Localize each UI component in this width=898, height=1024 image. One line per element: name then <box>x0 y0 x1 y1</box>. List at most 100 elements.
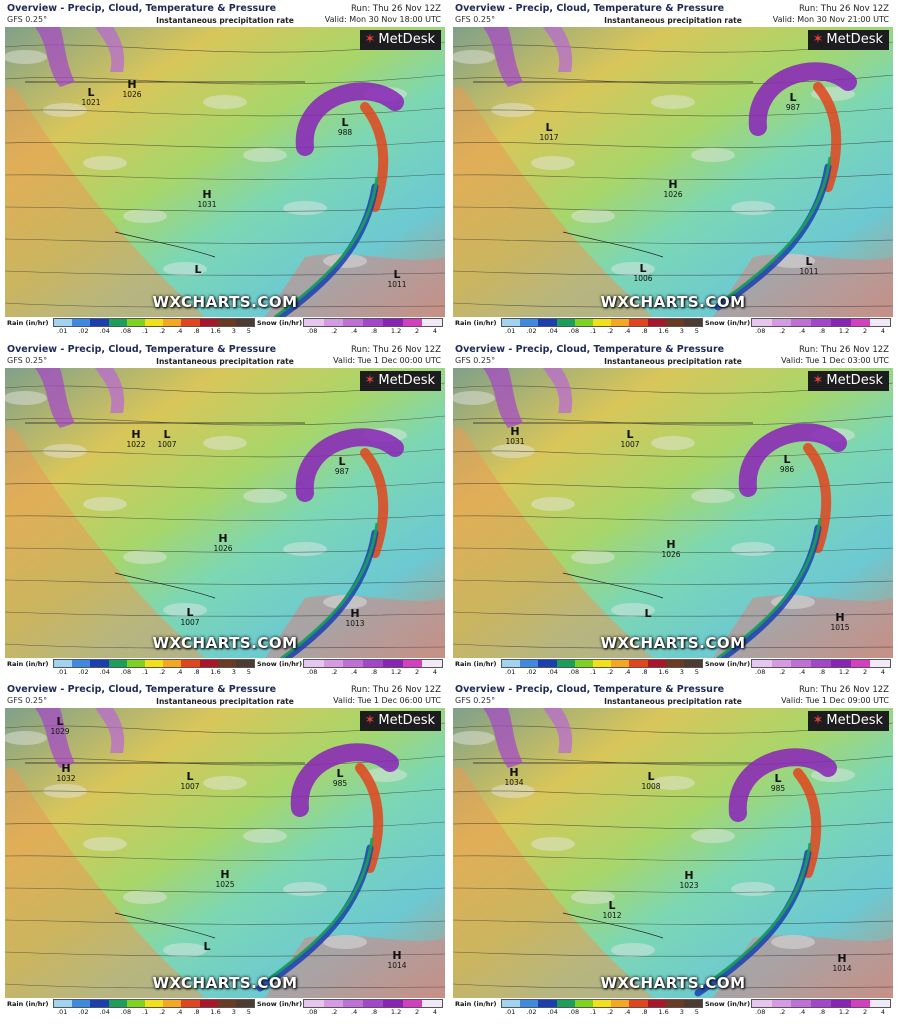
watermark: WXCHARTS.COM <box>152 974 298 992</box>
snow-tick: 1.2 <box>390 1008 402 1016</box>
rain-colorbar <box>501 659 703 668</box>
rain-swatch <box>538 1000 557 1007</box>
cloud-patch <box>731 542 775 556</box>
rain-swatch <box>574 660 593 667</box>
rain-tick: .08 <box>568 327 580 335</box>
logo-text: MetDesk <box>826 713 883 728</box>
high-pressure-label: H 1014 <box>385 950 409 970</box>
snow-tick: .2 <box>779 1008 786 1016</box>
rain-colorbar <box>53 659 255 668</box>
rain-tick: .02 <box>526 668 537 676</box>
cloud-patch <box>323 935 367 949</box>
valid-time: Valid: Tue 1 Dec 00:00 UTC <box>333 356 441 365</box>
snow-tick: 4 <box>880 327 885 335</box>
ocean-area <box>713 595 893 658</box>
snow-area <box>35 708 75 768</box>
rain-tick: .04 <box>547 327 558 335</box>
pressure-value: 1026 <box>122 90 142 99</box>
cloud-patch <box>611 262 655 276</box>
isobar <box>453 579 893 585</box>
legend: Rain (in/hr) .01 .02 .04 .08 .1 .2 .4 .8 1.6 3 5 Sno… <box>5 658 445 676</box>
rain-tick: .1 <box>590 668 597 676</box>
snow-swatch <box>402 319 423 326</box>
snow-band <box>748 62 857 136</box>
snow-band <box>728 748 837 822</box>
legend: Rain (in/hr) .01 .02 .04 .08 .1 .2 .4 .8 1.6 3 5 Sno… <box>453 658 893 676</box>
cold-front-rain <box>717 517 822 658</box>
legend: Rain (in/hr) .01 .02 .04 .08 .1 .2 .4 .8 1.6 3 5 Sno… <box>5 317 445 335</box>
rain-tick: 5 <box>694 668 699 676</box>
metdesk-logo: ✶ MetDesk <box>808 30 889 50</box>
cloud-patch <box>453 391 495 405</box>
cloud-patch <box>531 837 575 851</box>
heavy-rain-band <box>360 102 389 212</box>
pressure-symbol: L <box>186 606 194 619</box>
pressure-value: 1007 <box>180 782 200 791</box>
low-pressure-label: L <box>636 608 660 619</box>
rain-swatch <box>520 660 539 667</box>
cloud-patch <box>771 935 815 949</box>
snow-swatch <box>343 1000 364 1007</box>
pressure-symbol: H <box>392 949 402 962</box>
watermark: WXCHARTS.COM <box>600 974 746 992</box>
isobar <box>453 951 893 957</box>
pressure-symbol: H <box>202 188 212 201</box>
chart-subtitle: Instantaneous precipitation rate <box>156 697 294 706</box>
pressure-value: 1023 <box>679 881 699 890</box>
snow-colorbar <box>303 999 443 1008</box>
metdesk-logo: ✶ MetDesk <box>360 30 441 50</box>
rain-swatch <box>502 660 521 667</box>
map-canvas <box>453 368 893 658</box>
snow-swatch <box>752 319 772 326</box>
cloud-patch <box>283 542 327 556</box>
snow-swatch <box>791 319 812 326</box>
rain-swatch <box>629 319 648 326</box>
rain-ticks: .01 .02 .04 .08 .1 .2 .4 .8 1.6 3 5 <box>57 668 251 676</box>
snow-tick: .8 <box>818 327 826 335</box>
snow-tick: .4 <box>799 668 806 676</box>
rain-swatch <box>665 1000 684 1007</box>
valid-time: Valid: Tue 1 Dec 09:00 UTC <box>781 696 889 705</box>
cloud-patch <box>651 95 695 109</box>
cloud-patch <box>163 603 207 617</box>
rain-tick: .8 <box>193 668 200 676</box>
warm-band <box>453 768 653 998</box>
rain-swatch <box>54 1000 73 1007</box>
ocean-area <box>713 935 893 998</box>
rain-swatch <box>611 660 630 667</box>
rain-swatch <box>556 1000 575 1007</box>
panel-header: Overview - Precip, Cloud, Temperature & … <box>453 344 893 370</box>
pressure-value: 1026 <box>663 190 683 199</box>
rain-tick: .01 <box>505 327 516 335</box>
low-pressure-label: L 1007 <box>178 771 202 791</box>
snow-colorbar <box>303 659 443 668</box>
metdesk-mark-icon: ✶ <box>364 32 376 47</box>
logo-text: MetDesk <box>826 373 883 388</box>
pressure-symbol: H <box>837 952 847 965</box>
low-pressure-label: L 986 <box>775 454 799 474</box>
pressure-symbol: L <box>647 770 655 783</box>
pressure-value: 1013 <box>345 619 365 628</box>
forecast-panel: Overview - Precip, Cloud, Temperature & … <box>5 3 445 335</box>
rain-tick: .4 <box>624 327 631 335</box>
snow-swatch <box>402 660 423 667</box>
cloud-patch <box>691 148 735 162</box>
pressure-symbol: L <box>203 940 211 953</box>
snow-tick: .4 <box>351 668 358 676</box>
snow-swatch <box>771 1000 792 1007</box>
snow-legend-label: Snow (in/hr) <box>705 1000 751 1008</box>
pressure-symbol: H <box>127 78 137 91</box>
border-line <box>114 572 216 599</box>
cloud-patch <box>283 882 327 896</box>
snow-colorbar <box>303 318 443 327</box>
valid-time: Valid: Mon 30 Nov 18:00 UTC <box>324 15 441 24</box>
pressure-value: 1026 <box>661 550 681 559</box>
high-pressure-label: H 1013 <box>343 608 367 628</box>
rain-swatch <box>592 319 612 326</box>
panel-header: Overview - Precip, Cloud, Temperature & … <box>5 684 445 710</box>
snow-tick: .4 <box>351 327 358 335</box>
rain-swatch <box>199 660 218 667</box>
rain-tick: .1 <box>590 327 597 335</box>
rain-tick: 3 <box>679 668 684 676</box>
low-pressure-label: L 987 <box>330 456 354 476</box>
